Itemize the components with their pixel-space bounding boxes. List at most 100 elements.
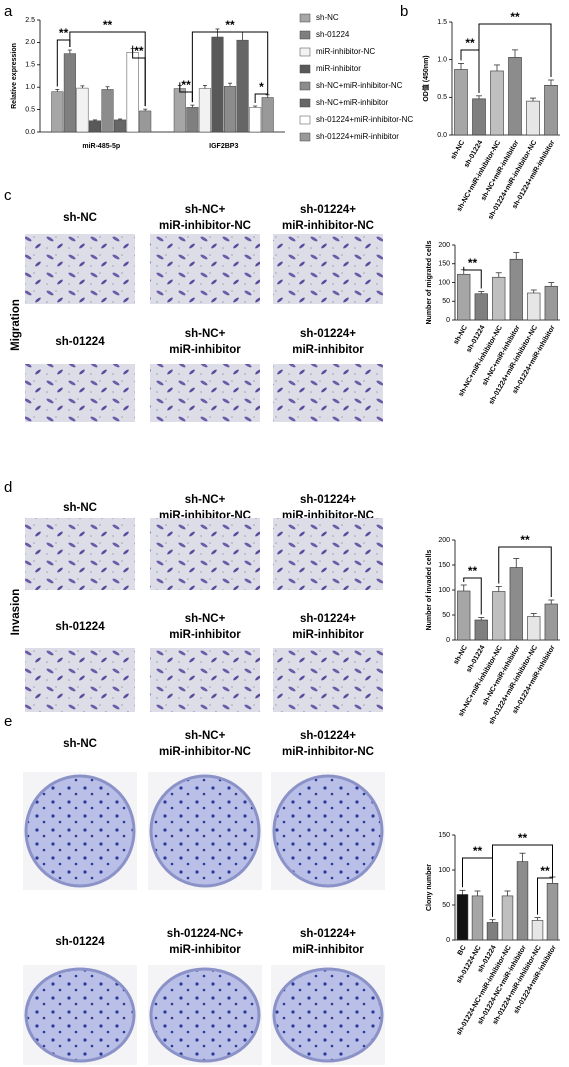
image-label: sh-NC+ <box>185 613 226 625</box>
bar <box>509 258 523 321</box>
bar <box>88 120 101 133</box>
y-tick-label: 150 <box>438 562 450 569</box>
image-label: sh-01224+ <box>300 494 356 506</box>
significance-bracket <box>254 91 269 104</box>
legend-label: miR-inhibitor <box>316 64 361 73</box>
image-label: sh-01224 <box>55 621 105 633</box>
image-label: miR-inhibitor-NC <box>159 746 251 758</box>
significance-label: * <box>259 80 264 94</box>
significance-label: ** <box>510 10 520 24</box>
image-label: miR-inhibitor <box>169 344 241 356</box>
bar <box>474 619 488 641</box>
y-tick-label: 50 <box>442 298 450 305</box>
legend-label: sh-NC+miR-inhibitor-NC <box>316 81 403 90</box>
y-tick-label: 0 <box>446 637 450 644</box>
bar <box>457 273 471 321</box>
image-label: miR-inhibitor-NC <box>282 220 374 232</box>
legend-swatch <box>299 30 311 40</box>
bar <box>490 70 504 136</box>
micrograph <box>150 518 260 590</box>
y-tick-label: 0.5 <box>25 106 35 113</box>
x-tick-label: IGF2BP3 <box>209 143 238 150</box>
bar <box>454 69 468 136</box>
micrograph <box>25 518 135 590</box>
bar <box>546 882 559 941</box>
legend-label: sh-NC+miR-inhibitor <box>316 98 389 107</box>
culture-plate <box>149 967 261 1063</box>
bar <box>516 861 529 941</box>
significance-label: ** <box>518 831 528 845</box>
panel-label: d <box>4 479 12 496</box>
image-label: miR-inhibitor <box>292 944 364 956</box>
y-tick-label: 50 <box>442 612 450 619</box>
bar <box>544 285 558 321</box>
image-label: sh-NC+ <box>185 204 226 216</box>
y-tick-label: 150 <box>438 832 450 839</box>
legend-swatch <box>299 64 311 74</box>
significance-bracket <box>191 31 269 103</box>
bar <box>544 603 558 641</box>
significance-bracket <box>132 45 146 107</box>
image-label: miR-inhibitor <box>169 944 241 956</box>
significance-label: ** <box>465 36 475 50</box>
micrograph <box>273 234 383 304</box>
bar <box>471 895 484 941</box>
y-tick-label: 200 <box>438 537 450 544</box>
bar <box>186 107 199 133</box>
significance-label: ** <box>468 564 478 578</box>
micrograph <box>150 648 260 712</box>
legend-swatch <box>299 98 311 108</box>
culture-plate <box>24 967 136 1063</box>
image-label: miR-inhibitor-NC <box>159 220 251 232</box>
image-label: sh-01224+ <box>300 730 356 742</box>
micrograph <box>150 364 260 422</box>
image-label: sh-01224+ <box>300 613 356 625</box>
significance-bracket <box>492 844 553 917</box>
bar <box>474 293 488 321</box>
significance-bracket <box>463 266 482 289</box>
bar <box>509 567 523 641</box>
y-tick-label: 2.5 <box>25 17 35 24</box>
significance-bracket <box>478 23 552 93</box>
panel-label: e <box>4 713 12 730</box>
culture-plate <box>272 967 384 1063</box>
row-label: Invasion <box>10 589 22 636</box>
significance-bracket <box>463 577 482 615</box>
bar <box>501 895 514 941</box>
legend-swatch <box>299 132 311 142</box>
significance-label: ** <box>134 44 144 58</box>
bar <box>236 39 249 133</box>
y-tick-label: 0 <box>446 937 450 944</box>
y-tick-label: 2.0 <box>25 39 35 46</box>
y-tick-label: 1.5 <box>437 19 447 26</box>
y-tick-label: 1.0 <box>25 84 35 91</box>
image-label: miR-inhibitor-NC <box>282 746 374 758</box>
image-label: sh-01224-NC+ <box>167 928 244 940</box>
bar <box>486 922 499 941</box>
image-label: sh-01224 <box>55 936 105 948</box>
bar <box>114 119 127 133</box>
legend-label: miR-inhibitor-NC <box>316 47 375 56</box>
legend-swatch <box>299 81 311 91</box>
micrograph <box>25 648 135 712</box>
y-axis-label: OD值 (450nm) <box>421 55 430 101</box>
y-tick-label: 1.5 <box>25 62 35 69</box>
image-label: miR-inhibitor <box>292 344 364 356</box>
y-axis-label: Relative expression <box>11 43 18 109</box>
y-tick-label: 100 <box>438 587 450 594</box>
bar <box>508 57 522 136</box>
bar <box>527 616 541 641</box>
legend-label: sh-01224+miR-inhibitor-NC <box>316 115 413 124</box>
y-axis-label: Clony number <box>426 864 433 911</box>
image-label: sh-01224+ <box>300 204 356 216</box>
bar <box>101 89 114 133</box>
significance-label: ** <box>59 26 69 40</box>
bar <box>457 590 471 641</box>
y-tick-label: 150 <box>438 261 450 268</box>
panel-label: a <box>4 3 13 20</box>
image-label: sh-NC+ <box>185 494 226 506</box>
bar <box>224 86 237 133</box>
micrograph <box>25 364 135 422</box>
bar <box>492 591 506 641</box>
